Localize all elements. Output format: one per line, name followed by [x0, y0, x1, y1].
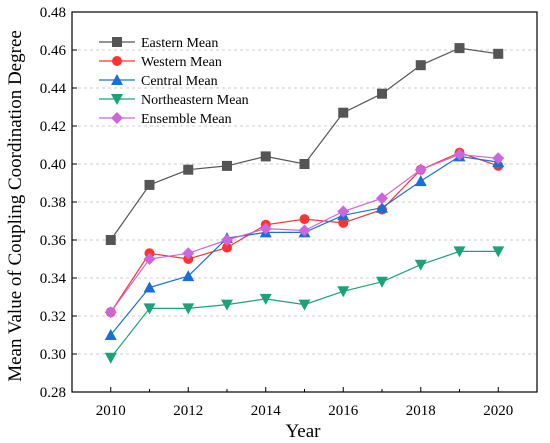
data-point-ensemble-mean: [492, 152, 505, 165]
data-point-ensemble-mean: [182, 247, 195, 260]
legend-item-central-mean: Central Mean: [99, 74, 218, 89]
legend-label: Northeastern Mean: [141, 93, 249, 108]
x-tick-label: 2018: [406, 403, 436, 419]
x-axis-title: Year: [285, 421, 321, 442]
x-tick-label: 2020: [483, 403, 513, 419]
series-eastern-mean: [105, 43, 504, 245]
y-tick-label: 0.32: [40, 309, 66, 325]
series-northeastern-mean: [104, 246, 505, 364]
legend-label: Western Mean: [141, 55, 222, 70]
data-point-northeastern-mean: [376, 276, 388, 288]
data-point-northeastern-mean: [259, 293, 272, 305]
legend-marker: [111, 74, 123, 85]
data-point-northeastern-mean: [492, 246, 505, 258]
data-point-eastern-mean: [222, 160, 232, 171]
legend-marker: [112, 37, 122, 47]
data-point-ensemble-mean: [143, 253, 156, 265]
data-point-eastern-mean: [105, 235, 116, 245]
data-point-central-mean: [414, 175, 427, 187]
data-point-northeastern-mean: [414, 259, 427, 271]
legend-marker: [112, 56, 122, 66]
legend-item-eastern-mean: Eastern Mean: [99, 36, 218, 51]
y-axis-title: Mean Value of Coupling Coordination Degr…: [5, 30, 26, 382]
y-tick-label: 0.28: [40, 385, 66, 401]
x-tick-label: 2014: [251, 403, 282, 419]
y-tick-label: 0.36: [40, 233, 67, 249]
data-point-eastern-mean: [183, 164, 194, 175]
data-point-ensemble-mean: [453, 148, 466, 161]
y-tick-label: 0.46: [40, 43, 67, 59]
legend-label: Ensemble Mean: [141, 112, 232, 127]
legend: Eastern Mean Western Mean Central Mean Nort…: [99, 36, 249, 127]
data-point-eastern-mean: [454, 43, 465, 54]
y-tick-label: 0.44: [40, 81, 67, 97]
y-tick-label: 0.30: [40, 347, 66, 363]
data-point-ensemble-mean: [259, 222, 272, 235]
data-point-northeastern-mean: [298, 299, 311, 311]
data-point-northeastern-mean: [453, 246, 466, 258]
data-point-ensemble-mean: [376, 192, 388, 205]
legend-item-northeastern-mean: Northeastern Mean: [99, 93, 249, 108]
data-point-eastern-mean: [260, 151, 271, 162]
x-tick-label: 2012: [173, 403, 203, 419]
series-ensemble-mean: [104, 148, 505, 319]
data-point-central-mean: [143, 281, 156, 293]
data-point-northeastern-mean: [182, 303, 195, 315]
y-tick-label: 0.34: [40, 271, 67, 287]
series-group: [104, 43, 505, 364]
data-point-eastern-mean: [338, 107, 349, 118]
data-point-northeastern-mean: [143, 303, 156, 315]
legend-marker: [111, 94, 123, 105]
data-point-ensemble-mean: [337, 205, 350, 218]
axes: 0.28 0.30 0.32 0.34 0.36 0.38 0.40 0.42 0.44 0.46…: [40, 5, 514, 419]
y-tick-label: 0.42: [40, 119, 66, 135]
data-point-ensemble-mean: [298, 224, 311, 237]
data-point-northeastern-mean: [104, 352, 117, 364]
y-tick-label: 0.38: [40, 195, 66, 211]
legend-marker: [111, 112, 123, 124]
data-point-eastern-mean: [415, 60, 426, 71]
x-tick-label: 2016: [328, 403, 359, 419]
data-point-northeastern-mean: [221, 299, 233, 311]
data-point-western-mean: [299, 214, 310, 225]
data-point-western-mean: [338, 217, 349, 228]
y-tick-label: 0.40: [40, 157, 66, 173]
data-point-ensemble-mean: [221, 234, 233, 246]
data-point-eastern-mean: [299, 159, 310, 169]
legend-label: Eastern Mean: [141, 36, 218, 51]
data-point-eastern-mean: [144, 179, 155, 190]
y-tick-label: 0.48: [40, 5, 66, 21]
data-point-northeastern-mean: [337, 286, 350, 298]
data-point-central-mean: [376, 201, 388, 213]
data-point-central-mean: [182, 270, 195, 282]
x-tick-label: 2010: [96, 403, 126, 419]
data-point-eastern-mean: [493, 48, 504, 59]
data-point-central-mean: [104, 329, 117, 340]
legend-label: Central Mean: [141, 74, 218, 89]
data-point-western-mean: [222, 242, 232, 253]
data-point-ensemble-mean: [104, 306, 117, 319]
legend-item-ensemble-mean: Ensemble Mean: [99, 112, 232, 127]
legend-item-western-mean: Western Mean: [99, 55, 222, 70]
data-point-eastern-mean: [377, 88, 387, 99]
data-point-ensemble-mean: [414, 163, 427, 176]
